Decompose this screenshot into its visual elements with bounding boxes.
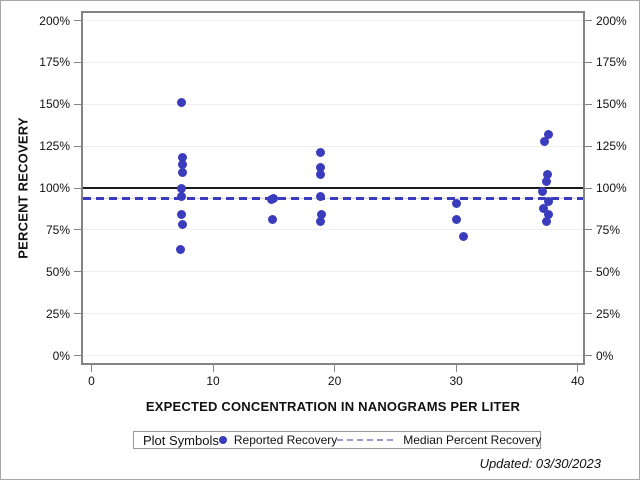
- legend: Plot Symbols Reported Recovery Median Pe…: [133, 431, 541, 449]
- y-axis-tick-right: [585, 103, 592, 105]
- y-tick-label-right: 25%: [596, 306, 621, 321]
- data-point: [315, 191, 325, 201]
- legend-entry-label: Reported Recovery: [233, 433, 338, 447]
- y-axis-tick-right: [585, 61, 592, 63]
- data-point: [541, 217, 551, 226]
- data-point: [176, 210, 186, 220]
- data-point: [269, 193, 279, 203]
- x-tick-label: 30: [449, 374, 463, 388]
- data-point: [178, 220, 188, 230]
- median-percent-recovery-line: [83, 196, 583, 200]
- y-tick-label-right: 75%: [596, 222, 621, 237]
- data-point: [178, 160, 188, 170]
- y-axis-tick-right: [585, 355, 592, 356]
- gridline: [83, 61, 583, 63]
- y-axis-tick-left: [74, 271, 81, 273]
- x-tick-label: 0: [88, 374, 95, 388]
- data-point: [458, 232, 468, 242]
- y-tick-label-right: 150%: [596, 97, 627, 112]
- y-tick-label-left: 125%: [39, 139, 70, 154]
- gridline: [83, 355, 583, 356]
- data-point: [315, 163, 325, 173]
- y-axis-tick-left: [74, 313, 81, 315]
- y-axis-tick-left: [74, 61, 81, 63]
- y-tick-label-left: 175%: [39, 55, 70, 70]
- data-point: [451, 215, 461, 225]
- gridline: [83, 271, 583, 273]
- y-axis-tick-right: [585, 20, 592, 21]
- y-axis-tick-right: [585, 313, 592, 315]
- data-point: [537, 186, 547, 196]
- y-axis-tick-left: [74, 20, 81, 21]
- y-tick-label-left: 150%: [39, 97, 70, 112]
- x-axis-tick: [455, 365, 457, 372]
- gridline: [83, 20, 583, 21]
- x-tick-label: 10: [206, 374, 220, 388]
- x-axis-tick: [577, 365, 579, 372]
- y-axis-tick-right: [585, 145, 592, 147]
- y-tick-label-left: 25%: [45, 306, 70, 321]
- gridline: [83, 229, 583, 231]
- data-point: [176, 191, 186, 201]
- legend-entry-reported-recovery: Reported Recovery: [218, 433, 338, 447]
- data-point: [542, 170, 552, 180]
- data-point: [175, 245, 185, 255]
- x-axis-tick: [91, 365, 92, 372]
- legend-entry-label: Median Percent Recovery: [403, 433, 542, 447]
- y-tick-label-left: 75%: [45, 222, 70, 237]
- data-point: [315, 217, 325, 226]
- filled-circle-marker-icon: [218, 436, 227, 444]
- y-tick-label-left: 50%: [45, 264, 70, 279]
- y-tick-label-right: 175%: [596, 55, 627, 70]
- x-tick-label: 20: [327, 374, 342, 388]
- data-point: [540, 136, 550, 146]
- y-axis-tick-right: [585, 187, 592, 189]
- data-point: [539, 203, 549, 213]
- gridline: [83, 103, 583, 105]
- gridline: [83, 145, 583, 147]
- data-point: [268, 215, 278, 225]
- data-point: [178, 153, 188, 163]
- x-axis-tick: [212, 365, 214, 372]
- data-point: [544, 129, 554, 139]
- data-point: [451, 198, 461, 208]
- data-point: [544, 196, 554, 206]
- data-point: [178, 168, 188, 178]
- update-date: Updated: 03/30/2023: [479, 456, 601, 471]
- y-axis-tick-left: [74, 103, 81, 105]
- y-axis-tick-left: [74, 187, 81, 189]
- y-tick-label-left: 0%: [52, 348, 70, 363]
- y-tick-label-right: 50%: [596, 264, 621, 279]
- y-tick-label-right: 125%: [596, 139, 627, 154]
- data-point: [316, 210, 326, 220]
- x-axis-tick: [334, 365, 336, 372]
- data-point: [176, 98, 186, 108]
- y-axis-tick-left: [74, 145, 81, 147]
- data-point: [541, 176, 551, 186]
- y-axis-tick-left: [74, 355, 81, 356]
- reference-line-100pct: [83, 187, 583, 189]
- x-axis-title: EXPECTED CONCENTRATION IN NANOGRAMS PER …: [145, 399, 521, 414]
- gridline: [83, 313, 583, 315]
- legend-entry-median-line: Median Percent Recovery: [337, 433, 541, 447]
- dashed-line-sample-icon: [337, 439, 396, 441]
- y-axis-tick-right: [585, 229, 592, 231]
- y-axis-tick-right: [585, 271, 592, 273]
- y-tick-label-left: 100%: [39, 181, 70, 195]
- data-point: [544, 210, 554, 220]
- y-tick-label-right: 200%: [596, 13, 627, 28]
- y-axis-tick-left: [74, 229, 81, 231]
- data-point: [315, 148, 325, 158]
- data-point: [176, 183, 186, 193]
- y-tick-label-right: 100%: [596, 181, 627, 195]
- y-tick-label-right: 0%: [596, 348, 614, 363]
- legend-title: Plot Symbols: [143, 432, 219, 448]
- y-tick-label-left: 200%: [39, 13, 70, 28]
- data-point: [315, 170, 325, 180]
- x-tick-label: 40: [571, 374, 585, 388]
